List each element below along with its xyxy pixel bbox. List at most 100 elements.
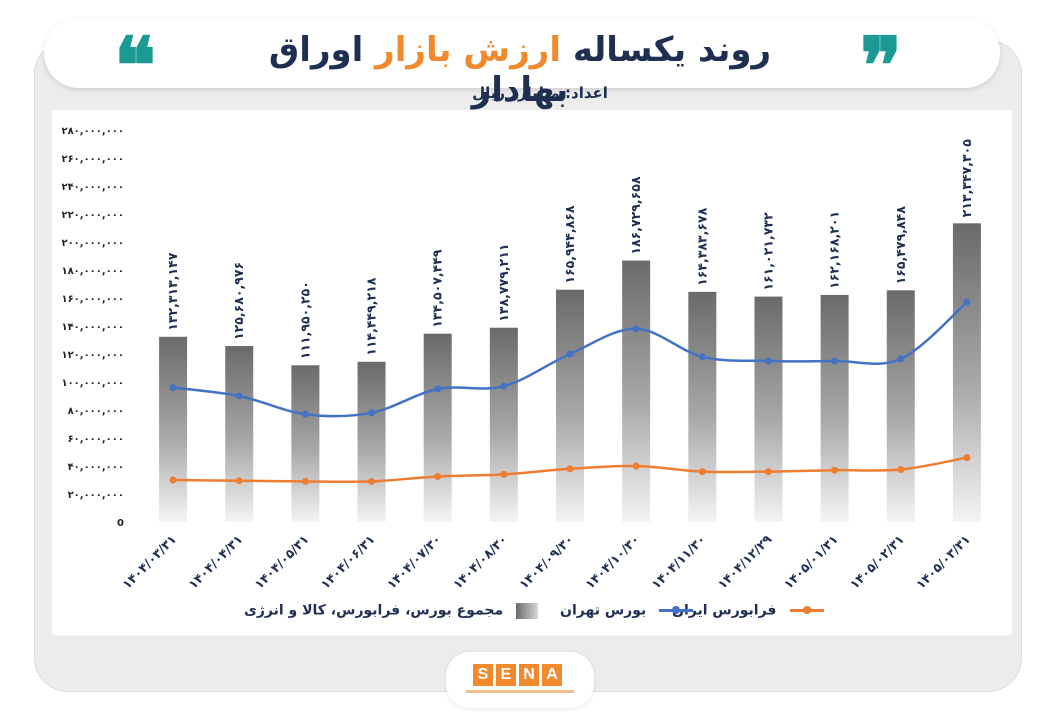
point-tehran xyxy=(963,298,971,306)
point-farabourse xyxy=(235,477,243,485)
logo-letter: A xyxy=(542,664,562,686)
point-farabourse xyxy=(169,476,177,484)
y-tick-label: ۲۸۰,۰۰۰,۰۰۰ xyxy=(61,126,124,137)
bar-value-label: ۲۱۳,۳۴۷,۳۰۵ xyxy=(959,139,974,218)
point-farabourse xyxy=(897,466,905,473)
point-farabourse xyxy=(500,470,508,478)
point-tehran xyxy=(698,353,706,361)
title-part-2: اوراق بهادار xyxy=(268,30,569,110)
x-tick-label: ۱۴۰۴/۱۱/۳۰ xyxy=(648,532,708,592)
y-tick-label: 0 xyxy=(117,518,124,529)
bar-total xyxy=(952,223,981,522)
y-tick-label: ۴۰,۰۰۰,۰۰۰ xyxy=(68,462,124,473)
point-tehran xyxy=(169,384,177,392)
x-tick-label: ۱۴۰۵/۰۲/۳۱ xyxy=(847,532,907,592)
legend-farabourse: فرابورس ایران xyxy=(672,600,824,624)
bar-value-label: ۱۳۴,۵۰۷,۴۴۹ xyxy=(430,249,445,328)
y-tick-label: ۱۸۰,۰۰۰,۰۰۰ xyxy=(61,266,124,277)
legend-farabourse-swatch xyxy=(789,606,824,614)
bar-value-label: ۱۶۵,۹۴۴,۸۶۸ xyxy=(562,205,577,284)
bar-total xyxy=(622,260,651,522)
point-tehran xyxy=(831,357,839,365)
point-farabourse xyxy=(632,462,640,470)
y-tick-label: ۲۲۰,۰۰۰,۰۰۰ xyxy=(61,210,124,221)
bar-value-label: ۱۶۴,۳۸۳,۶۷۸ xyxy=(694,207,709,286)
bar-total xyxy=(159,336,188,522)
legend-tehran-swatch xyxy=(659,606,694,614)
logo-letter: N xyxy=(519,664,539,686)
legend-total-label: مجموع بورس، فرابورس، کالا و انرژی xyxy=(244,602,504,619)
close-quote-icon: ❞ xyxy=(860,21,902,112)
chart-panel xyxy=(52,110,1012,635)
logo-letter: E xyxy=(496,664,516,686)
bar-total xyxy=(754,296,783,522)
title-banner: ❝ ❞ xyxy=(44,18,1000,106)
x-tick-label: ۱۴۰۴/۰۷/۳۰ xyxy=(384,532,444,592)
bar-value-label: ۱۲۵,۶۸۰,۹۷۶ xyxy=(231,262,246,340)
bar-total xyxy=(423,333,452,522)
y-tick-label: ۱۴۰,۰۰۰,۰۰۰ xyxy=(61,322,124,333)
bar-value-label: ۱۱۱,۹۵۰,۲۵۰ xyxy=(297,281,312,359)
bar-value-label: ۱۶۱,۰۲۱,۷۳۲ xyxy=(760,212,775,291)
point-tehran xyxy=(301,410,309,418)
bar-total xyxy=(291,365,320,522)
bar-value-label: ۱۶۵,۴۷۹,۸۴۸ xyxy=(893,206,908,285)
point-tehran xyxy=(434,385,442,393)
logo-letter: S xyxy=(473,664,493,686)
unit-label: اعداد: میلیارد ریال xyxy=(472,84,608,102)
bar-value-label: ۱۳۸,۷۷۹,۲۱۱ xyxy=(496,244,511,322)
bar-total xyxy=(820,294,849,522)
point-tehran xyxy=(632,325,640,333)
point-farabourse xyxy=(301,477,309,485)
title-highlight: ارزش بازار xyxy=(375,30,562,70)
y-tick-label: ۶۰,۰۰۰,۰۰۰ xyxy=(68,434,124,445)
y-tick-label: ۱۰۰,۰۰۰,۰۰۰ xyxy=(61,378,124,389)
point-farabourse xyxy=(368,477,376,485)
bar-value-label: ۱۳۲,۳۱۳,۱۴۷ xyxy=(165,252,180,331)
point-tehran xyxy=(566,350,574,358)
x-tick-label: ۱۴۰۴/۰۹/۳۰ xyxy=(516,532,576,592)
legend-total-swatch xyxy=(516,602,539,619)
page-title: روند یکساله ارزش بازار اوراق بهادار xyxy=(230,30,810,110)
point-tehran xyxy=(897,355,905,363)
x-tick-label: ۱۴۰۵/۰۳/۳۱ xyxy=(913,532,973,592)
point-farabourse xyxy=(831,466,839,474)
bar-total xyxy=(886,290,915,522)
legend-farabourse-label: فرابورس ایران xyxy=(672,602,777,619)
legend-tehran: بورس تهران xyxy=(560,600,694,624)
bar-total xyxy=(357,361,386,522)
point-farabourse xyxy=(566,465,574,473)
bar-total xyxy=(225,346,254,522)
point-farabourse xyxy=(698,468,706,476)
y-tick-label: ۱۶۰,۰۰۰,۰۰۰ xyxy=(61,294,124,305)
point-tehran xyxy=(764,357,772,365)
y-tick-label: ۲۴۰,۰۰۰,۰۰۰ xyxy=(61,182,124,193)
x-tick-label: ۱۴۰۵/۰۱/۳۱ xyxy=(781,532,841,592)
x-tick-label: ۱۴۰۴/۰۴/۳۱ xyxy=(185,532,245,592)
x-tick-label: ۱۴۰۴/۱۰/۳۰ xyxy=(582,532,642,592)
title-part-1: روند یکساله xyxy=(561,30,772,70)
y-tick-label: ۲۰,۰۰۰,۰۰۰ xyxy=(68,490,124,501)
point-farabourse xyxy=(963,454,971,462)
bar-total xyxy=(489,327,518,522)
legend-total: مجموع بورس، فرابورس، کالا و انرژی xyxy=(244,600,539,624)
point-tehran xyxy=(368,409,376,417)
open-quote-icon: ❝ xyxy=(114,21,156,112)
bar-value-label: ۱۱۴,۴۴۹,۲۱۸ xyxy=(364,277,379,356)
bar-total xyxy=(688,291,717,522)
point-farabourse xyxy=(434,473,442,480)
bar-value-label: ۱۸۶,۷۲۹,۶۵۸ xyxy=(628,176,643,255)
y-tick-label: ۲۰۰,۰۰۰,۰۰۰ xyxy=(61,238,124,249)
x-tick-label: ۱۴۰۴/۱۲/۲۹ xyxy=(714,531,774,591)
y-tick-label: ۸۰,۰۰۰,۰۰۰ xyxy=(68,406,124,417)
x-tick-label: ۱۴۰۴/۰۶/۳۱ xyxy=(317,532,377,592)
x-tick-label: ۱۴۰۴/۰۸/۳۰ xyxy=(450,532,510,592)
bar-total xyxy=(556,289,584,522)
bar-value-label: ۱۶۲,۱۶۸,۲۰۱ xyxy=(827,211,842,289)
legend-tehran-label: بورس تهران xyxy=(560,602,647,619)
point-farabourse xyxy=(764,468,772,476)
x-tick-label: ۱۴۰۴/۰۵/۳۱ xyxy=(251,532,311,592)
